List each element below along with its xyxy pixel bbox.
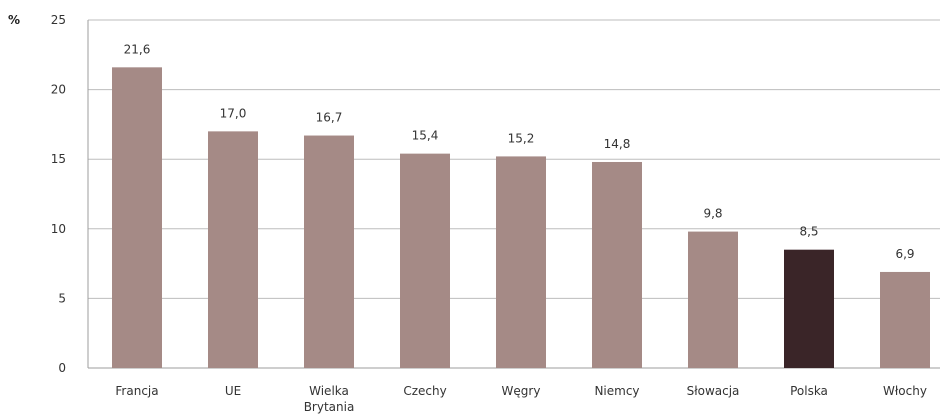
bar [400, 153, 450, 368]
data-label: 15,4 [412, 129, 439, 143]
y-tick-label: 20 [51, 83, 66, 97]
bar [784, 249, 834, 368]
bar [688, 231, 738, 368]
bar [112, 67, 162, 368]
x-tick-label: Brytania [304, 400, 355, 414]
data-label: 14,8 [604, 137, 631, 151]
data-label: 21,6 [124, 42, 151, 56]
y-axis-ticks: 0 5 10 15 20 25 [51, 13, 66, 375]
data-label: 9,8 [703, 207, 722, 221]
bar [496, 156, 546, 368]
data-label: 8,5 [799, 225, 818, 239]
data-label: 17,0 [220, 106, 247, 120]
data-label: 6,9 [895, 247, 914, 261]
x-tick-label: Czechy [403, 384, 446, 398]
x-tick-label: Niemcy [594, 384, 639, 398]
x-tick-label: Włochy [883, 384, 927, 398]
bars [112, 67, 930, 368]
x-tick-label: Francja [115, 384, 158, 398]
x-tick-label: Polska [790, 384, 828, 398]
data-label: 16,7 [316, 111, 343, 125]
x-tick-label: Słowacja [687, 384, 740, 398]
bar [880, 271, 930, 368]
bar [592, 161, 642, 368]
data-label: 15,2 [508, 131, 535, 145]
y-tick-label: 25 [51, 13, 66, 27]
x-tick-label: Węgry [502, 384, 541, 398]
bar [304, 135, 354, 368]
x-tick-label: UE [225, 384, 241, 398]
y-tick-label: 0 [58, 361, 66, 375]
y-tick-label: 15 [51, 152, 66, 166]
y-unit-label: % [8, 13, 20, 27]
x-tick-label: Wielka [309, 384, 349, 398]
bar [208, 131, 258, 368]
data-labels: 21,6 17,0 16,7 15,4 15,2 14,8 9,8 8,5 6,9 [124, 42, 915, 261]
y-tick-label: 10 [51, 222, 66, 236]
x-axis-labels: Francja UE Wielka Brytania Czechy Węgry Niemcy… [115, 384, 927, 414]
y-tick-label: 5 [58, 291, 66, 305]
